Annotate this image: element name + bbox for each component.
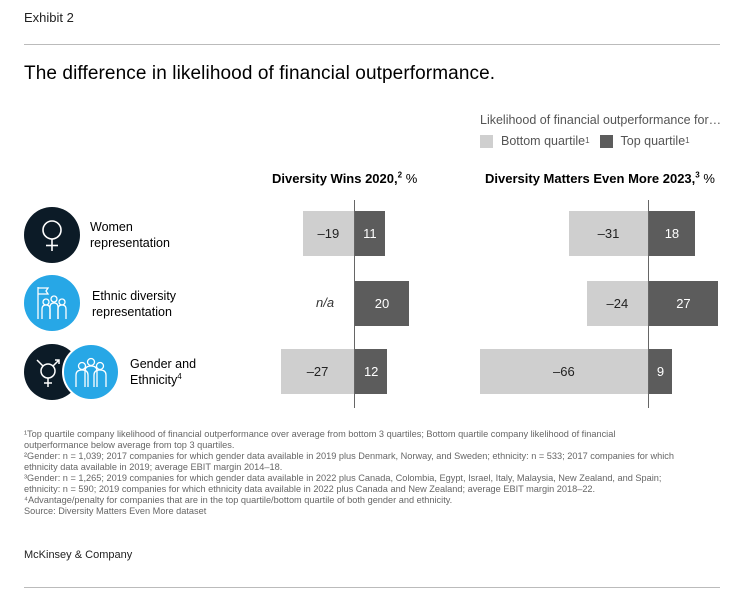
- footnotes: ¹Top quartile company likelihood of fina…: [24, 429, 724, 517]
- zero-axis-line: [354, 200, 355, 408]
- legend-item-top: Top quartile 1: [599, 134, 690, 148]
- brand-name: McKinsey & Company: [24, 549, 133, 561]
- category-label-women-line2: representation: [90, 236, 170, 250]
- column-title-2023-text: Diversity Matters Even More 2023,: [485, 171, 696, 186]
- column-unit-2023: %: [703, 171, 715, 186]
- category-label-ethnic: Ethnic diversity representation: [92, 288, 176, 320]
- exhibit-label: Exhibit 2: [24, 10, 74, 25]
- category-label-ge-line2: Ethnicity: [130, 373, 178, 387]
- column-title-2020-text: Diversity Wins 2020,: [272, 171, 398, 186]
- footnote-line: ³Gender: n = 1,265; 2019 companies for w…: [24, 473, 662, 483]
- footnote-line: ⁴Advantage/penalty for companies that ar…: [24, 495, 453, 505]
- category-label-ethnic-line2: representation: [92, 305, 172, 319]
- legend: Bottom quartile 1 Top quartile 1: [480, 134, 690, 148]
- column-title-2020: Diversity Wins 2020,2 %: [272, 171, 417, 186]
- bar-top-quartile: 18: [649, 211, 695, 256]
- chart-title: The difference in likelihood of financia…: [24, 63, 496, 84]
- legend-swatch-bottom: [480, 134, 493, 148]
- legend-heading: Likelihood of financial outperformance f…: [480, 113, 722, 127]
- column-unit-2020: %: [405, 171, 418, 186]
- female-symbol-icon: [24, 207, 80, 263]
- bottom-divider: [24, 587, 720, 588]
- footnote-line: Source: Diversity Matters Even More data…: [24, 506, 207, 516]
- bar-top-quartile: 12: [355, 349, 388, 394]
- category-label-ge-line1: Gender and: [130, 357, 197, 371]
- column-title-2020-sup: 2: [397, 170, 403, 180]
- bar-label-na: n/a: [316, 295, 335, 310]
- people-group-icon: [62, 343, 120, 401]
- category-label-ethnic-line1: Ethnic diversity: [92, 289, 177, 303]
- category-label-gender-ethnicity: Gender and Ethnicity4: [130, 356, 196, 388]
- legend-swatch-top: [599, 134, 613, 148]
- legend-label-top: Top quartile: [620, 134, 686, 148]
- top-divider: [24, 44, 720, 45]
- column-title-2023-sup: 3: [695, 170, 700, 180]
- bar-top-quartile: 27: [649, 281, 718, 326]
- bar-top-quartile: 11: [355, 211, 385, 256]
- footnote-line: ethnicity data available in 2019; averag…: [24, 462, 283, 472]
- bar-bottom-quartile: –66: [479, 349, 648, 394]
- category-label-women-line1: Women: [90, 220, 133, 234]
- footnote-line: ²Gender: n = 1,039; 2017 companies for w…: [24, 451, 674, 461]
- bar-bottom-quartile: –27: [281, 349, 354, 394]
- footnote-line: ¹Top quartile company likelihood of fina…: [24, 429, 616, 439]
- bar-bottom-quartile: –31: [568, 211, 648, 256]
- category-label-women: Women representation: [90, 219, 170, 251]
- column-title-2023: Diversity Matters Even More 2023,3 %: [485, 171, 715, 186]
- bar-bottom-quartile: –24: [586, 281, 648, 326]
- legend-label-bottom: Bottom quartile: [501, 134, 586, 148]
- footnote-line: ethnicity: n = 590; 2019 companies for w…: [24, 484, 596, 494]
- category-label-ge-sup: 4: [177, 371, 182, 381]
- zero-axis-line: [648, 200, 649, 408]
- group-flag-icon: [24, 275, 80, 331]
- bar-bottom-quartile: –19: [302, 211, 354, 256]
- legend-item-bottom: Bottom quartile 1: [480, 134, 590, 148]
- footnote-line: outperformance below average from top 3 …: [24, 440, 235, 450]
- bar-top-quartile: 20: [355, 281, 409, 326]
- bar-top-quartile: 9: [649, 349, 672, 394]
